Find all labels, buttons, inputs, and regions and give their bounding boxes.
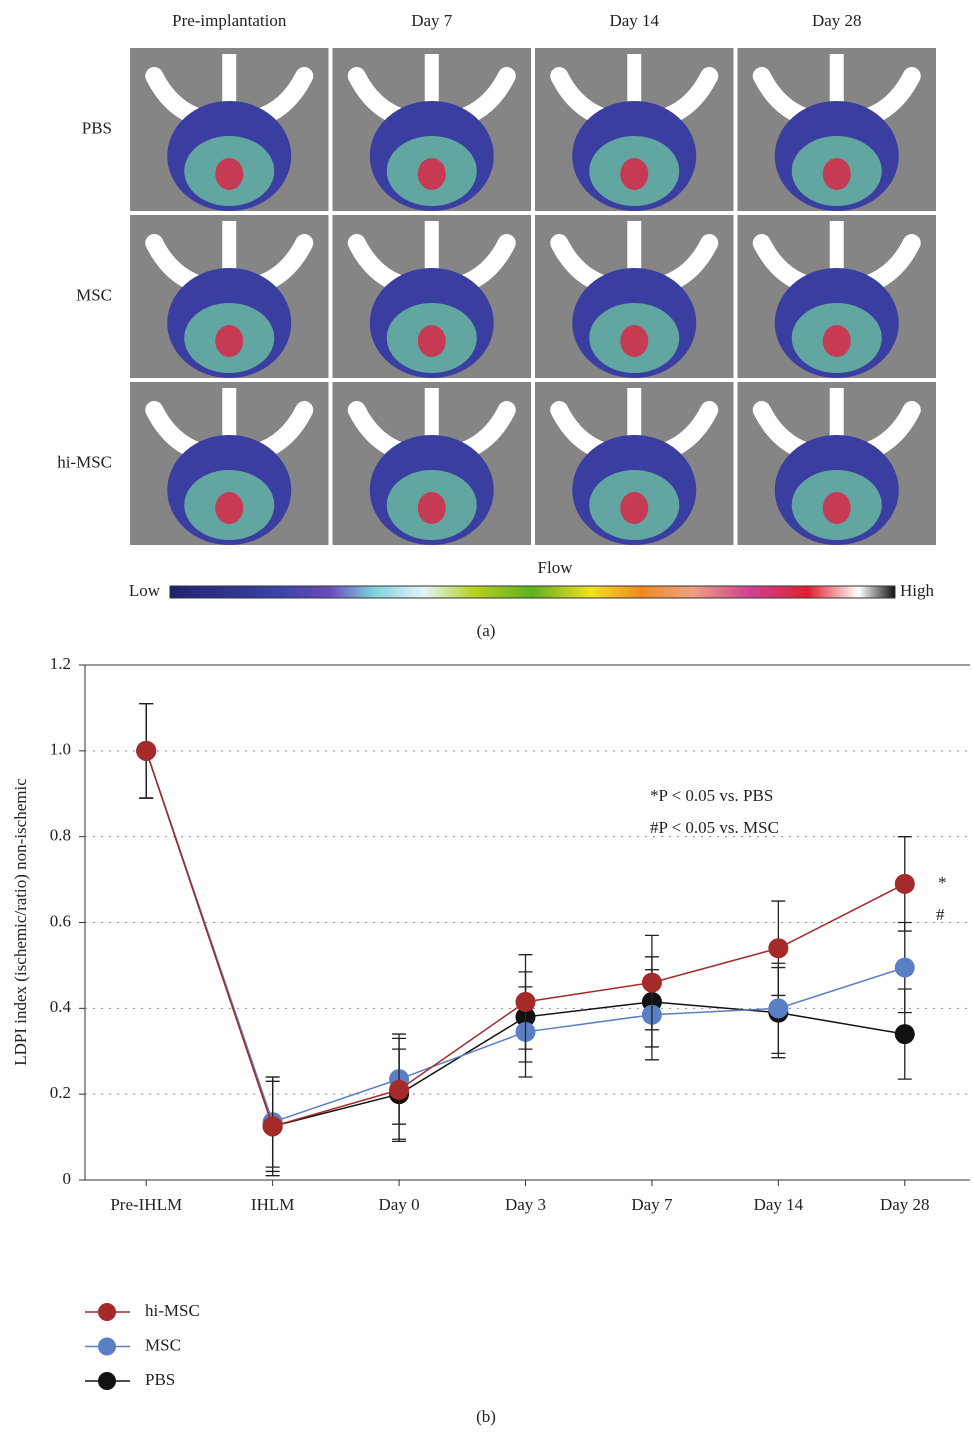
body-hot <box>620 492 649 524</box>
annotation: * <box>938 873 947 892</box>
body-hot <box>215 325 244 357</box>
marker <box>641 972 662 993</box>
body-hot <box>417 492 446 524</box>
body-hot <box>620 325 649 357</box>
row-label: hi-MSC <box>57 452 112 471</box>
legend-label: MSC <box>145 1335 181 1354</box>
x-tick-label: Day 7 <box>631 1195 673 1214</box>
x-tick-label: Day 3 <box>505 1195 546 1214</box>
legend-label: hi-MSC <box>145 1301 200 1320</box>
x-tick-label: IHLM <box>251 1195 294 1214</box>
y-axis-label: LDPI index (ischemic/ratio) non-ischemic <box>11 778 30 1066</box>
legend-marker <box>98 1303 116 1321</box>
body-hot <box>417 325 446 357</box>
colorbar-high: High <box>900 581 935 600</box>
column-label: Pre-implantation <box>172 11 287 30</box>
marker <box>768 998 789 1019</box>
annotation: #P < 0.05 vs. MSC <box>650 818 779 837</box>
marker <box>262 1116 283 1137</box>
column-label: Day 14 <box>609 11 659 30</box>
body-hot <box>822 325 851 357</box>
y-tick-label: 1.2 <box>50 654 71 673</box>
y-tick-label: 0.8 <box>50 826 71 845</box>
colorbar-title: Flow <box>538 558 574 577</box>
y-tick-label: 0.4 <box>50 997 72 1016</box>
colorbar <box>169 585 896 599</box>
legend-marker <box>98 1337 116 1356</box>
caption-a: (a) <box>477 621 496 640</box>
x-tick-label: Day 28 <box>880 1195 930 1214</box>
marker <box>894 873 915 894</box>
body-hot <box>620 158 649 190</box>
annotation: *P < 0.05 vs. PBS <box>650 786 773 805</box>
y-tick-label: 0.6 <box>50 911 71 930</box>
y-tick-label: 1.0 <box>50 740 71 759</box>
marker <box>894 1024 915 1045</box>
marker <box>768 938 789 959</box>
annotation: # <box>936 905 945 924</box>
colorbar-low: Low <box>129 581 161 600</box>
marker <box>136 740 157 761</box>
y-tick-label: 0 <box>63 1169 72 1188</box>
body-hot <box>822 158 851 190</box>
body-hot <box>215 492 244 524</box>
legend-marker <box>98 1372 116 1390</box>
marker <box>894 957 915 978</box>
body-hot <box>822 492 851 524</box>
column-label: Day 28 <box>812 11 862 30</box>
legend-label: PBS <box>145 1370 175 1389</box>
x-tick-label: Day 14 <box>754 1195 804 1214</box>
x-tick-label: Day 0 <box>379 1195 420 1214</box>
marker <box>389 1079 410 1100</box>
marker <box>515 991 536 1012</box>
x-tick-label: Pre-IHLM <box>110 1195 182 1214</box>
caption-b: (b) <box>476 1407 496 1426</box>
body-hot <box>417 158 446 190</box>
body-hot <box>215 158 244 190</box>
row-label: PBS <box>82 118 112 137</box>
column-label: Day 7 <box>411 11 453 30</box>
y-tick-label: 0.2 <box>50 1083 71 1102</box>
row-label: MSC <box>76 285 112 304</box>
